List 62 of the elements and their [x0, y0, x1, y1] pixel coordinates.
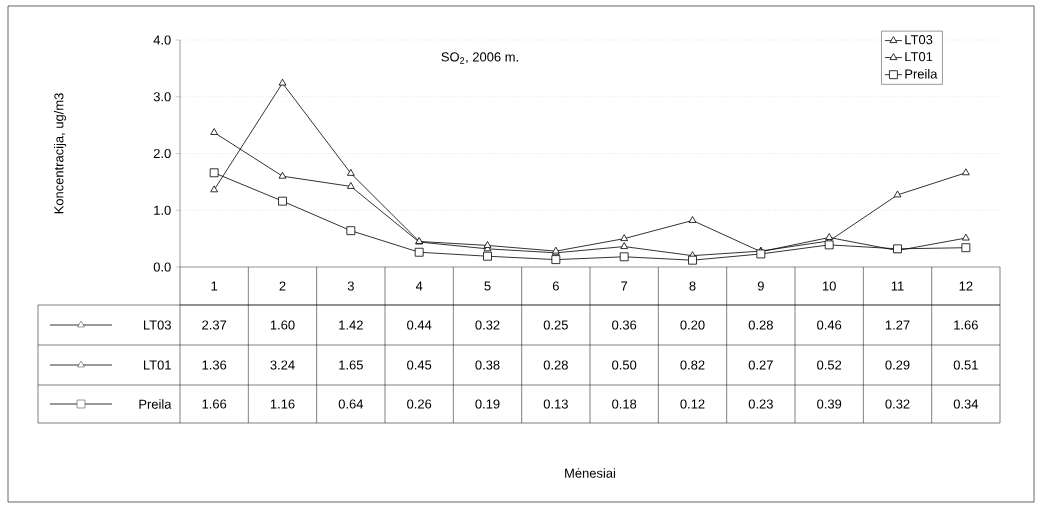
- data-label: 0.20: [680, 320, 705, 330]
- x-tick-label: 3: [347, 281, 354, 291]
- x-tick-label: 5: [484, 281, 491, 291]
- data-label: 0.18: [612, 399, 637, 409]
- text: LT03: [143, 320, 171, 330]
- data-label: 0.44: [407, 320, 432, 330]
- text: Preila: [139, 399, 172, 409]
- data-label: 1.36: [202, 360, 227, 370]
- x-tick-label: 7: [621, 281, 628, 291]
- data-label: 0.39: [817, 399, 842, 409]
- data-label: 0.12: [680, 399, 705, 409]
- data-label: 0.51: [953, 360, 978, 370]
- x-tick-label: 10: [822, 281, 836, 291]
- text: Mėnesiai: [565, 468, 616, 478]
- text: Koncentracija, ug/m3: [53, 93, 67, 214]
- data-label: 1.60: [270, 320, 295, 330]
- text: SO$_{2}$, 2006 m.: [441, 52, 518, 64]
- x-tick-label: 2: [279, 281, 286, 291]
- x-tick-label: 11: [891, 281, 904, 291]
- data-label: 0.25: [543, 320, 568, 330]
- x-tick-label: 9: [757, 281, 764, 291]
- data-label: 0.82: [680, 360, 705, 370]
- data-label: 0.32: [475, 320, 500, 330]
- data-label: 2.37: [202, 320, 227, 330]
- data-label: 0.28: [748, 320, 773, 330]
- data-label: 3.24: [270, 360, 295, 370]
- data-label: 0.28: [543, 360, 568, 370]
- data-label: 0.13: [543, 399, 568, 409]
- data-label: 0.52: [817, 360, 842, 370]
- data-label: 0.23: [748, 399, 773, 409]
- y-tick-label: 0.0: [153, 262, 171, 272]
- data-label: 0.46: [817, 320, 842, 330]
- x-tick-label: 12: [959, 281, 973, 291]
- data-label: 0.45: [407, 360, 432, 370]
- data-label: 1.66: [954, 320, 978, 330]
- legend-label: Preila: [905, 69, 938, 79]
- data-label: 0.34: [953, 399, 979, 409]
- x-tick-label: 8: [689, 281, 696, 291]
- x-tick-label: 1: [211, 281, 218, 291]
- y-tick-label: 1.0: [154, 205, 171, 215]
- legend-label: LT03: [905, 35, 933, 45]
- data-label: 1.65: [339, 360, 363, 370]
- data-label: 1.66: [202, 399, 227, 409]
- data-label: 1.27: [885, 320, 910, 330]
- text: LT01: [143, 360, 171, 370]
- data-label: 0.32: [885, 399, 910, 409]
- y-tick-label: 2.0: [153, 148, 171, 159]
- data-label: 0.64: [338, 399, 364, 409]
- data-label: 1.42: [339, 320, 363, 330]
- data-label: 0.36: [612, 320, 637, 330]
- y-tick-label: 3.0: [153, 92, 171, 102]
- x-tick-label: 4: [415, 281, 423, 291]
- legend-label: LT01: [905, 52, 933, 62]
- data-label: 0.19: [475, 399, 500, 409]
- data-label: 0.38: [475, 360, 500, 370]
- data-label: 0.29: [885, 360, 910, 370]
- data-label: 1.16: [270, 399, 295, 409]
- data-label: 0.26: [407, 399, 432, 409]
- data-label: 0.27: [748, 360, 773, 370]
- y-tick-label: 4.0: [153, 35, 171, 45]
- x-tick-label: 6: [552, 281, 559, 291]
- data-label: 0.50: [612, 360, 637, 370]
